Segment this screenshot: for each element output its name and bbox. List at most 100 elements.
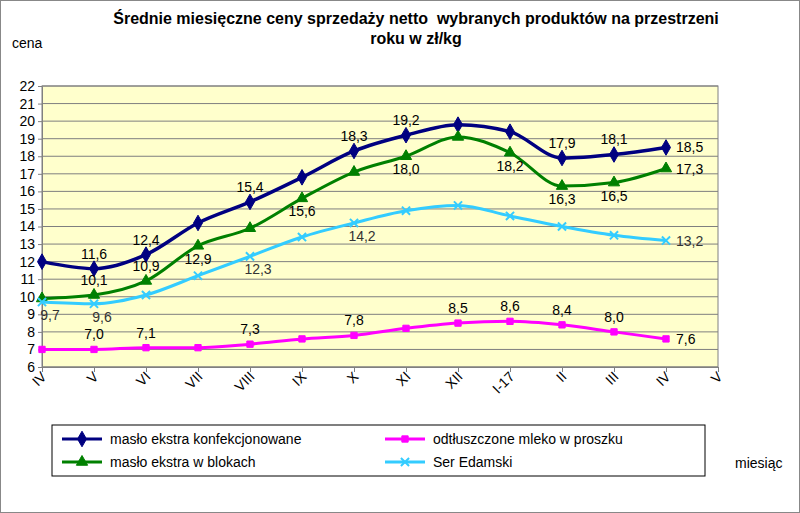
series-marker — [90, 300, 98, 308]
x-tick-label: IV — [29, 368, 50, 389]
data-label: 7,1 — [136, 325, 156, 341]
legend-label: Ser Edamski — [433, 454, 512, 470]
series-marker — [455, 320, 461, 326]
x-tick: I-17 — [489, 367, 518, 397]
y-tick-mark — [38, 209, 42, 210]
x-tick: XII — [442, 367, 465, 392]
data-label: 18,2 — [496, 158, 523, 174]
series-marker — [39, 346, 45, 352]
y-tick-label: 14 — [19, 218, 35, 234]
x-tick-label: VI — [133, 368, 154, 389]
series-marker — [662, 236, 670, 244]
data-label: 18,3 — [340, 128, 367, 144]
y-tick-mark — [38, 244, 42, 245]
chart-title-line: roku w zł/kg — [370, 30, 462, 47]
x-tick-mark — [42, 367, 43, 372]
series-marker — [194, 272, 202, 280]
data-label: 18,5 — [676, 139, 703, 155]
x-tick-mark — [718, 367, 719, 372]
y-tick: 16 — [19, 183, 42, 199]
x-tick-mark — [198, 367, 199, 372]
data-label: 16,3 — [548, 191, 575, 207]
chart-title: Średnie miesięczne ceny sprzedaży netto … — [113, 9, 719, 47]
data-label: 15,6 — [288, 203, 315, 219]
x-tick: V — [708, 367, 726, 386]
series-marker — [143, 345, 149, 351]
x-tick-label: IX — [289, 368, 310, 389]
series-marker — [608, 176, 619, 186]
y-tick-label: 11 — [20, 271, 35, 287]
series-marker — [246, 252, 254, 260]
data-label: 8,5 — [448, 300, 468, 316]
series-marker — [296, 192, 307, 202]
x-tick: VI — [133, 367, 154, 389]
series-marker — [611, 329, 617, 335]
y-tick-mark — [38, 279, 42, 280]
grid-line — [42, 367, 718, 368]
data-label: 7,3 — [240, 321, 260, 337]
x-tick-label: XI — [393, 368, 414, 389]
chart-container: 678910111213141516171819202122IVVVIVIIVI… — [0, 0, 800, 513]
x-tick-mark — [146, 367, 147, 372]
data-label: 7,0 — [84, 326, 104, 342]
series-marker — [247, 341, 253, 347]
series-marker — [88, 288, 99, 298]
y-tick-label: 19 — [19, 131, 35, 147]
x-tick-mark — [666, 367, 667, 372]
y-tick-label: 16 — [19, 183, 35, 199]
data-label: 7,6 — [676, 331, 696, 347]
series-marker — [504, 146, 515, 156]
series-marker — [403, 325, 409, 331]
data-label: 7,8 — [344, 312, 364, 328]
series-marker — [194, 215, 203, 231]
y-tick-mark — [38, 191, 42, 192]
series-marker — [610, 231, 618, 239]
legend-marker — [401, 458, 409, 466]
series-marker — [663, 336, 669, 342]
data-label: 8,4 — [552, 302, 572, 318]
x-tick-mark — [510, 367, 511, 372]
x-tick: XI — [393, 367, 414, 389]
data-label: 17,3 — [676, 161, 703, 177]
y-tick-label: 12 — [19, 254, 35, 270]
x-tick-label: I-17 — [489, 368, 518, 397]
y-tick: 22 — [19, 78, 42, 94]
data-label: 11,6 — [81, 246, 107, 262]
series-marker — [506, 212, 514, 220]
series-marker — [351, 332, 357, 338]
legend-item: Ser Edamski — [385, 454, 512, 470]
series-marker — [192, 239, 203, 249]
data-label: 8,0 — [604, 309, 624, 325]
series-marker — [38, 254, 47, 270]
x-tick: III — [602, 367, 622, 388]
plot-background — [42, 86, 718, 367]
data-label: 10,9 — [132, 258, 159, 274]
x-tick: VIII — [231, 367, 257, 395]
x-tick-mark — [94, 367, 95, 372]
x-tick-mark — [406, 367, 407, 372]
y-tick-label: 8 — [27, 324, 35, 340]
series-marker — [348, 166, 359, 176]
y-tick-label: 21 — [19, 96, 35, 112]
x-axis-line — [43, 367, 719, 368]
data-label: 12,9 — [184, 251, 211, 267]
series-line — [42, 137, 666, 299]
series-marker — [506, 124, 515, 140]
data-labels: 11,612,415,418,319,217,918,118,510,110,9… — [40, 112, 703, 347]
data-label: 18,1 — [600, 131, 627, 147]
x-tick: II — [553, 367, 570, 385]
series-marker — [402, 127, 411, 143]
series-marker — [142, 291, 150, 299]
series-marker — [662, 140, 671, 156]
data-label: 19,2 — [392, 112, 419, 128]
legend-label: masło ekstra konfekcjonowane — [110, 431, 302, 447]
x-tick-mark — [562, 367, 563, 372]
data-label: 17,9 — [548, 135, 575, 151]
y-tick: 17 — [19, 166, 42, 182]
y-tick-mark — [38, 174, 42, 175]
series-marker — [452, 130, 463, 140]
data-label: 9,6 — [92, 309, 112, 325]
x-tick: IX — [289, 367, 310, 389]
x-tick: IV — [29, 367, 50, 389]
y-tick-label: 9 — [27, 306, 35, 322]
